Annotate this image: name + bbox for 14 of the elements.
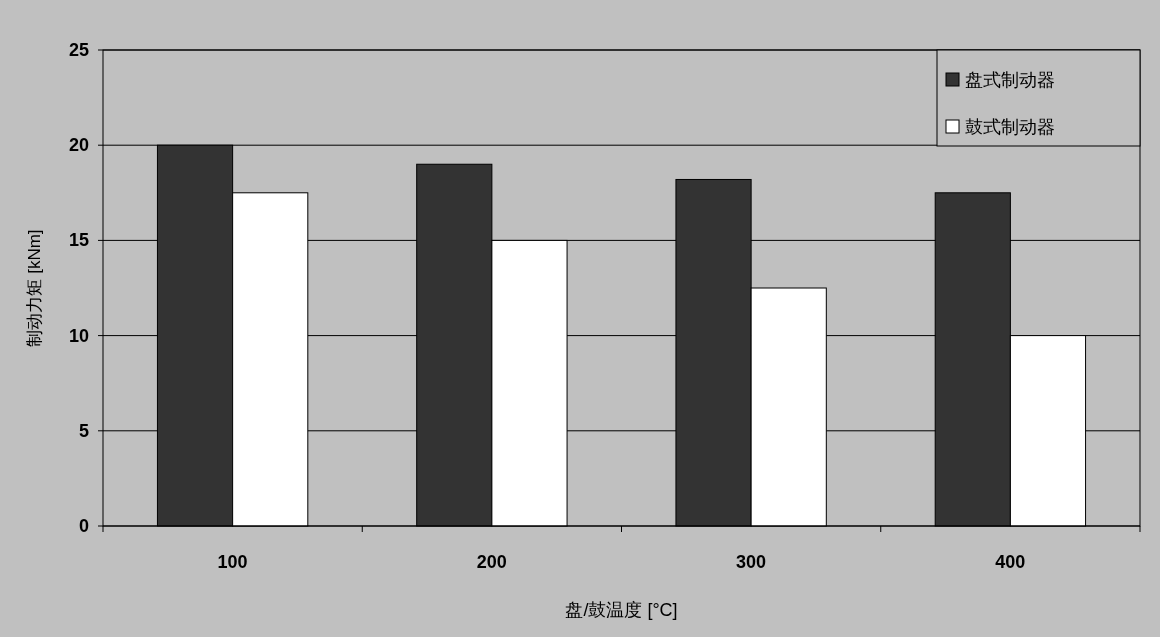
x-tick-label: 300 xyxy=(736,552,767,572)
y-tick-label: 5 xyxy=(78,420,89,441)
y-tick-label: 20 xyxy=(68,135,89,156)
legend-label: 盘式制动器 xyxy=(965,70,1055,90)
y-tick-label: 25 xyxy=(68,40,89,60)
y-tick-label: 10 xyxy=(68,325,89,346)
x-axis-title: 盘/鼓温度 [°C] xyxy=(565,600,678,620)
y-tick-label: 0 xyxy=(78,516,89,536)
x-tick-label: 200 xyxy=(476,552,507,572)
legend-label: 鼓式制动器 xyxy=(965,117,1055,137)
y-tick-label: 15 xyxy=(68,230,89,251)
y-axis-title: 制动力矩 [kNm] xyxy=(25,229,44,347)
x-tick-label: 100 xyxy=(217,552,248,572)
x-tick-label: 400 xyxy=(995,552,1026,572)
